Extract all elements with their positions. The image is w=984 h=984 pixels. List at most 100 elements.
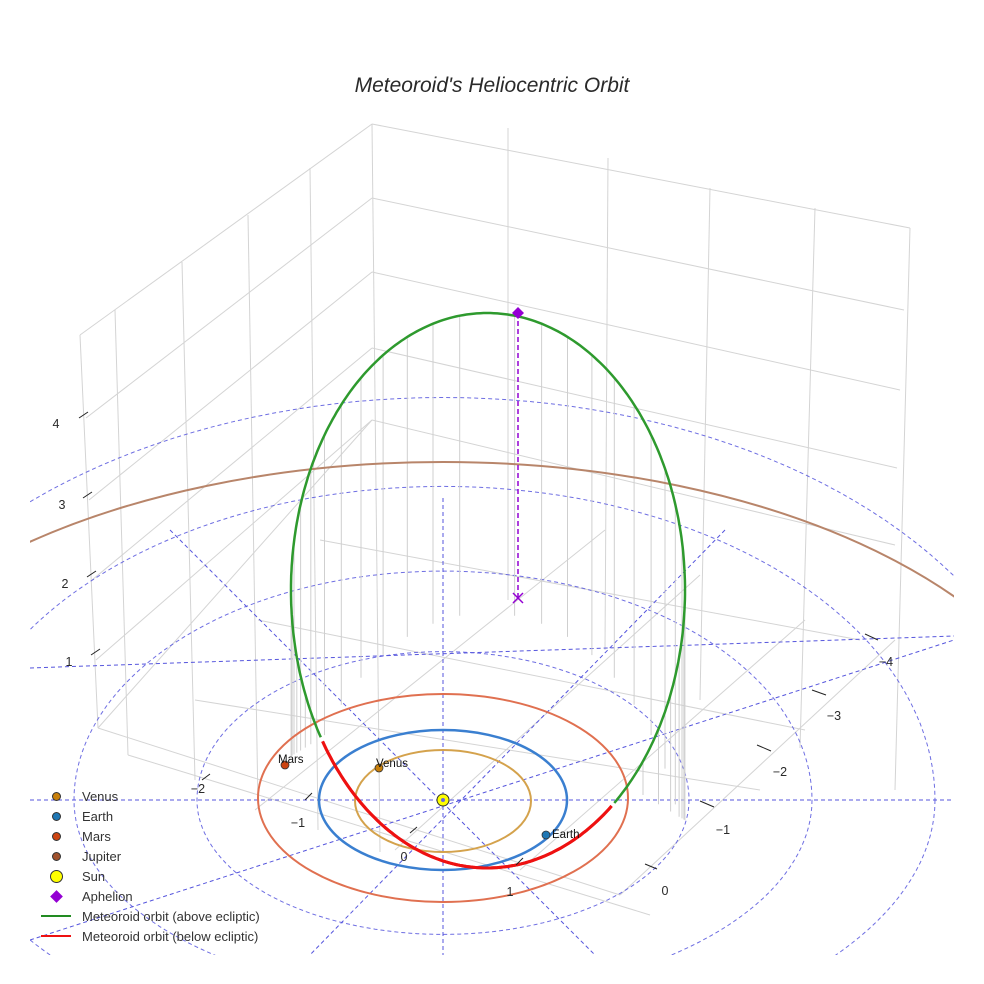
- grid-line: [254, 529, 606, 811]
- orbit-below-ecliptic: [321, 740, 613, 870]
- tick-mark: [82, 491, 93, 499]
- grid-line: [127, 754, 651, 916]
- grid-line: [114, 309, 129, 756]
- tick-mark: [86, 570, 97, 578]
- grid-line: [79, 334, 99, 729]
- label-earth: Earth: [552, 829, 580, 841]
- legend-label: Meteoroid orbit (below ecliptic): [82, 928, 259, 944]
- orbit-venus: [354, 749, 532, 853]
- legend: Venus Earth Mars Jupiter Sun Aphelion Meteoroi…: [36, 786, 260, 946]
- grid-line: [371, 123, 381, 853]
- legend-swatch: [36, 908, 76, 924]
- tick-mark: [201, 773, 211, 781]
- tick-label: −3: [827, 709, 841, 723]
- orbit-earth: [317, 728, 569, 872]
- legend-label: Aphelion: [82, 888, 133, 904]
- grid-line: [699, 187, 711, 701]
- tick-label: −2: [773, 765, 787, 779]
- diamond-icon: [49, 889, 63, 903]
- line-icon: [41, 914, 71, 918]
- legend-label: Meteoroid orbit (above ecliptic): [82, 908, 260, 924]
- orbit-jupiter: [30, 461, 954, 598]
- tick-mark: [756, 744, 772, 752]
- legend-item-jupiter[interactable]: Jupiter: [36, 846, 260, 866]
- grid-line: [95, 419, 373, 661]
- legend-item-mars[interactable]: Mars: [36, 826, 260, 846]
- tick-label: 1: [66, 655, 73, 669]
- tick-label: 1: [507, 885, 514, 899]
- grid-line: [247, 214, 259, 806]
- grid-line: [619, 639, 896, 896]
- legend-item-aphelion[interactable]: Aphelion: [36, 886, 260, 906]
- tick-mark: [515, 857, 524, 866]
- axis-box-grid: [79, 123, 911, 916]
- legend-item-sun[interactable]: Sun: [36, 866, 260, 886]
- tick-mark: [90, 648, 101, 656]
- tick-mark: [78, 411, 89, 419]
- legend-label: Jupiter: [82, 848, 122, 864]
- line-icon: [41, 934, 71, 938]
- legend-item-earth[interactable]: Earth: [36, 806, 260, 826]
- tick-mark: [811, 689, 827, 696]
- tick-label: −1: [291, 816, 305, 830]
- polar-spoke: [30, 639, 954, 941]
- legend-label: Sun: [82, 868, 106, 884]
- tick-label: −4: [879, 655, 893, 669]
- chart-title: Meteoroid's Heliocentric Orbit: [354, 74, 630, 97]
- orbit-mars: [257, 693, 629, 903]
- dot-icon: [51, 791, 61, 801]
- grid-line: [799, 207, 816, 749]
- meteoroid-orbit: [289, 311, 687, 870]
- tick-mark: [409, 826, 418, 834]
- legend-label: Mars: [82, 828, 111, 844]
- grid-line: [371, 197, 905, 311]
- legend-swatch: [36, 828, 76, 844]
- axis-ticks: 4 3 2 1 −2 −1 0 1 0 −1 −2 −3 −4: [53, 411, 893, 899]
- sun-core: [441, 798, 445, 802]
- grid-line: [88, 271, 373, 501]
- tick-label: −2: [191, 782, 205, 796]
- grid-line: [371, 419, 896, 546]
- polar-spoke: [309, 529, 726, 955]
- polar-spoke: [30, 635, 954, 669]
- grid-line: [97, 419, 373, 729]
- legend-item-meteoroid-orbit-below-ecliptic[interactable]: Meteoroid orbit (below ecliptic): [36, 926, 260, 946]
- label-mars: Mars: [278, 754, 304, 766]
- tick-mark: [864, 633, 879, 641]
- tick-mark: [304, 792, 313, 801]
- tick-label: 0: [401, 850, 408, 864]
- aphelion-diamond-icon[interactable]: [512, 307, 524, 319]
- grid-line: [371, 271, 901, 391]
- legend-item-meteoroid-orbit-above-ecliptic[interactable]: Meteoroid orbit (above ecliptic): [36, 906, 260, 926]
- dot-icon: [51, 851, 61, 861]
- legend-swatch: [36, 888, 76, 904]
- tick-label: −1: [716, 823, 730, 837]
- orbit-drop-lines: [290, 315, 686, 821]
- planet-venus[interactable]: [374, 763, 384, 773]
- planet-earth[interactable]: [541, 830, 551, 840]
- grid-line: [371, 123, 911, 229]
- planet-mars[interactable]: [280, 760, 290, 770]
- grid-line: [79, 123, 373, 336]
- legend-item-venus[interactable]: Venus: [36, 786, 260, 806]
- legend-swatch: [36, 848, 76, 864]
- orbit-above-ecliptic: [289, 311, 487, 738]
- ecliptic-polar-grid: [30, 396, 954, 955]
- grid-line: [85, 197, 373, 419]
- polar-ring: [196, 651, 690, 935]
- sun-icon: [49, 869, 63, 883]
- orbit-below-ecliptic-overlay: [321, 740, 613, 870]
- tick-mark: [699, 800, 715, 808]
- polar-spoke: [169, 529, 596, 955]
- legend-swatch: [36, 788, 76, 804]
- grid-line: [604, 157, 609, 651]
- dot-icon: [51, 811, 61, 821]
- legend-label: Earth: [82, 808, 114, 824]
- aphelion-projection-x-icon: [512, 592, 524, 604]
- grid-line: [519, 619, 806, 871]
- tick-label: 0: [662, 884, 669, 898]
- grid-line: [181, 261, 196, 781]
- tick-label: 2: [62, 577, 69, 591]
- grid-line: [194, 699, 761, 791]
